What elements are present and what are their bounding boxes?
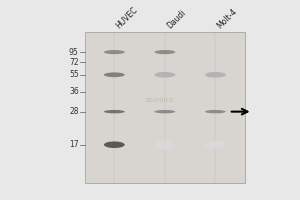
Ellipse shape [154, 140, 175, 149]
Ellipse shape [205, 72, 226, 78]
Ellipse shape [205, 110, 226, 113]
Ellipse shape [104, 141, 125, 148]
Text: 72: 72 [69, 58, 79, 67]
Text: 17: 17 [69, 140, 79, 149]
Text: Molt-4: Molt-4 [215, 7, 239, 30]
Text: 95: 95 [69, 48, 79, 57]
Text: abomics: abomics [144, 97, 173, 103]
Ellipse shape [104, 72, 125, 77]
Ellipse shape [104, 110, 125, 113]
Text: 36: 36 [69, 87, 79, 96]
Ellipse shape [154, 50, 175, 54]
Ellipse shape [154, 110, 175, 113]
Text: 28: 28 [69, 107, 79, 116]
Text: HUVEC: HUVEC [114, 5, 140, 30]
Text: 55: 55 [69, 70, 79, 79]
Ellipse shape [104, 50, 125, 54]
Bar [85, 32, 245, 183]
Text: Daudi: Daudi [165, 8, 187, 30]
Ellipse shape [205, 140, 226, 149]
Ellipse shape [154, 72, 175, 78]
